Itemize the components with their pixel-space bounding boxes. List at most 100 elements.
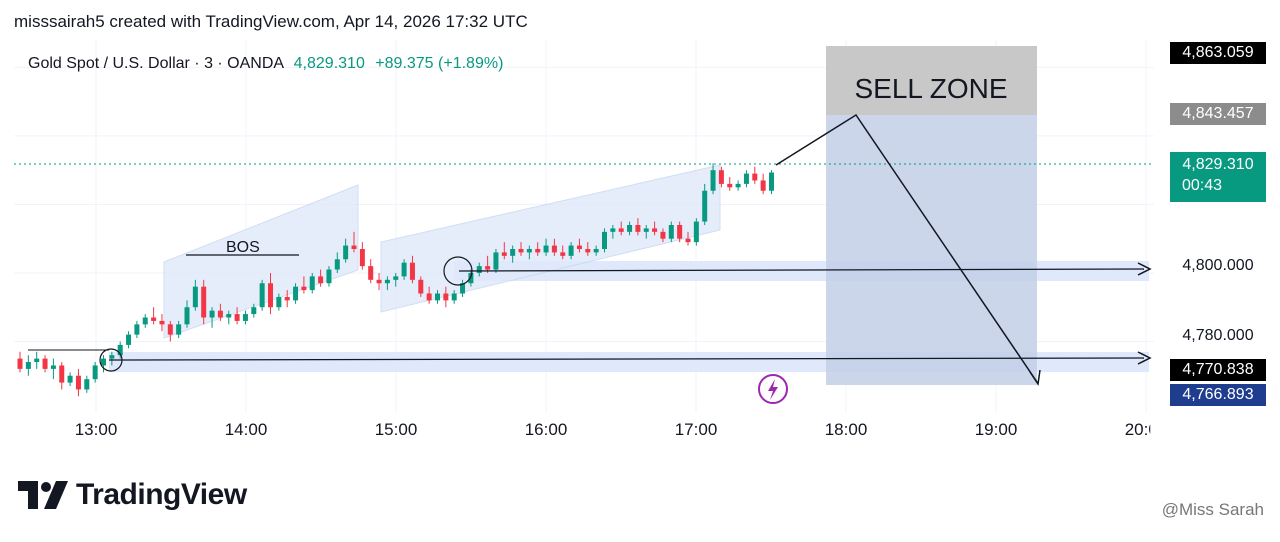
candle-up <box>451 293 457 301</box>
candle-down <box>17 358 23 369</box>
candle-up <box>710 170 716 191</box>
candle-up <box>84 379 90 390</box>
candle-down <box>167 324 173 335</box>
candle-up <box>343 245 349 260</box>
symbol-info[interactable]: Gold Spot / U.S. Dollar · 3 · OANDA 4,82… <box>28 55 503 73</box>
price-tag-zone: 4,843.457 <box>1170 103 1266 125</box>
horizontal-arrow-upper <box>458 268 1145 272</box>
candle-up <box>401 262 407 277</box>
candlestick-series <box>17 163 774 397</box>
candle-down <box>351 245 357 249</box>
candle-up <box>117 344 123 356</box>
candle-down <box>318 276 324 284</box>
price-tag-support: 4,770.838 <box>1170 359 1266 381</box>
candle-up <box>476 266 482 273</box>
candle-down <box>635 225 641 232</box>
candle-down <box>159 320 165 325</box>
candle-up <box>276 296 282 308</box>
watermark-text: @Miss Sarah <box>1161 500 1264 519</box>
candle-up <box>693 221 699 243</box>
candle-up <box>259 283 265 308</box>
price-chart[interactable]: BOS SELL ZONE <box>14 40 1266 450</box>
price-tag-low: 4,766.893 <box>1170 384 1266 406</box>
symbol-change: +89.375 (+1.89%) <box>375 55 504 72</box>
candle-down <box>301 286 307 291</box>
candle-up <box>602 231 607 249</box>
tradingview-wordmark: TradingView <box>76 478 247 511</box>
candle-down <box>518 248 524 253</box>
candle-down <box>443 293 449 301</box>
price-level-4800: 4,800.000 <box>1182 257 1254 274</box>
candle-up <box>25 362 31 369</box>
candle-up <box>251 307 257 315</box>
candle-up <box>34 358 40 363</box>
candle-down <box>409 262 415 280</box>
candle-down <box>268 283 273 308</box>
symbol-price: 4,829.310 <box>293 55 365 72</box>
candle-up <box>526 248 532 253</box>
time-tick-label: 16:00 <box>524 420 568 439</box>
candle-down <box>368 266 374 280</box>
candle-up <box>743 173 749 184</box>
sell-zone-label: SELL ZONE <box>854 73 1007 104</box>
time-tick-label: 18:00 <box>824 420 868 439</box>
candle-down <box>560 252 566 256</box>
candle-up <box>101 358 106 366</box>
candle-down <box>576 245 582 249</box>
tradingview-logo-icon <box>18 481 68 509</box>
time-tick-label: 15:00 <box>374 420 418 439</box>
arrowhead-upper <box>1137 262 1152 276</box>
candle-up <box>393 276 399 280</box>
candle-up <box>627 225 633 232</box>
countdown-timer: 00:43 <box>1182 177 1223 194</box>
candle-up <box>50 365 56 369</box>
candle-down <box>151 317 157 321</box>
current-price-value: 4,829.310 <box>1182 156 1254 173</box>
price-tag-current: 4,829.310 00:43 <box>1170 152 1266 202</box>
candle-down <box>501 252 507 256</box>
candle-down <box>660 231 666 239</box>
candle-up <box>668 225 674 239</box>
arrowhead-lower <box>1137 351 1152 365</box>
candle-down <box>59 365 65 383</box>
projection-path <box>775 113 1038 383</box>
candle-up <box>334 259 340 270</box>
candle-down <box>535 248 541 253</box>
candle-up <box>184 307 190 325</box>
candle-up <box>309 276 315 291</box>
candle-down <box>75 375 81 390</box>
candle-up <box>384 279 390 284</box>
candle-down <box>752 173 758 181</box>
time-tick-label: 17:00 <box>674 420 718 439</box>
liquidity-circle-right <box>443 256 473 286</box>
candle-up <box>109 355 115 359</box>
time-tick-label: 13:00 <box>74 420 118 439</box>
candle-down <box>42 358 48 369</box>
candle-down <box>718 170 724 184</box>
bos-label: BOS <box>226 239 260 256</box>
candle-up <box>192 286 198 308</box>
candle-down <box>585 248 591 253</box>
candle-down <box>376 279 382 284</box>
candle-down <box>760 180 766 191</box>
price-level-4780: 4,780.000 <box>1182 327 1254 344</box>
candle-up <box>493 252 499 270</box>
candle-up <box>568 245 574 256</box>
candle-up <box>643 228 649 232</box>
candle-down <box>551 245 557 253</box>
candle-up <box>326 269 332 284</box>
candle-up <box>176 324 182 335</box>
candle-down <box>727 183 733 188</box>
candle-down <box>485 266 491 270</box>
candle-up <box>293 286 299 301</box>
candle-up <box>242 314 248 321</box>
candle-up <box>543 245 549 253</box>
candle-down <box>234 314 240 321</box>
candle-down <box>677 225 683 239</box>
time-tick-label: 19:00 <box>974 420 1018 439</box>
candle-up <box>593 248 599 253</box>
candle-up <box>735 183 741 188</box>
candle-down <box>201 286 207 318</box>
candle-up <box>460 283 466 294</box>
candle-up <box>209 310 215 318</box>
